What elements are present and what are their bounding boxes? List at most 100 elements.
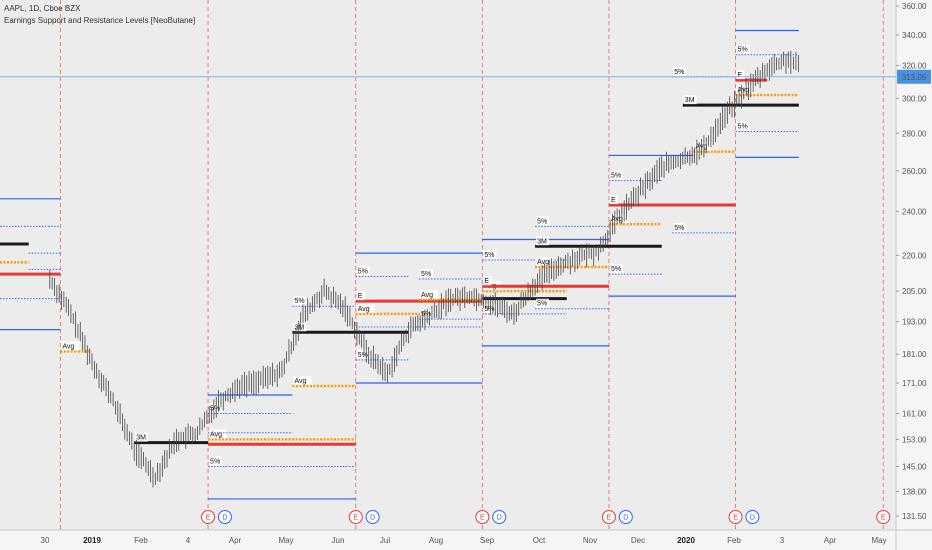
- level-label-bg: [293, 296, 307, 306]
- event-marker-label: D: [750, 515, 755, 522]
- earnings-event-marker: [876, 510, 891, 524]
- event-marker-label: D: [497, 515, 502, 522]
- event-marker-label: E: [881, 515, 886, 522]
- level-label: 5%: [421, 311, 431, 318]
- level-label-bg: [536, 298, 550, 308]
- earnings-event-marker: [601, 510, 616, 524]
- event-marker-label: E: [480, 515, 485, 522]
- level-label-bg: [609, 170, 623, 180]
- level-label-bg: [483, 303, 497, 313]
- level-label-bg: [420, 309, 434, 319]
- event-marker-label: D: [370, 515, 375, 522]
- y-tick-label: 260.00: [902, 167, 927, 176]
- level-label: Avg: [358, 306, 370, 313]
- level-label-bg: [736, 70, 745, 80]
- level-label-bg: [356, 303, 375, 313]
- dividend-event-marker: [217, 510, 232, 524]
- level-label: 3M: [136, 435, 146, 442]
- level-label: 5%: [358, 269, 368, 276]
- dividend-event-marker: [492, 510, 507, 524]
- level-label: 3M: [294, 324, 304, 331]
- earnings-event-marker: [475, 510, 490, 524]
- x-tick-label: Oct: [533, 536, 546, 545]
- x-tick-label: Sep: [480, 536, 495, 545]
- level-label: 5%: [210, 459, 220, 466]
- earnings-event-marker: [728, 510, 743, 524]
- y-tick-label: 138.00: [902, 488, 927, 497]
- level-label: 5%: [674, 69, 684, 76]
- level-label-bg: [609, 214, 628, 224]
- y-tick-label: 161.00: [902, 410, 927, 419]
- y-tick-label: 320.00: [902, 62, 927, 71]
- x-tick-label: 2020: [677, 536, 695, 545]
- x-tick-label: Aug: [429, 536, 443, 545]
- level-label: Avg: [537, 259, 549, 266]
- level-label-bg: [420, 268, 434, 278]
- level-label: Avg: [421, 292, 433, 299]
- y-tick-label: 205.00: [902, 287, 927, 296]
- x-tick-label: Dec: [631, 536, 645, 545]
- y-tick-label: 153.00: [902, 435, 927, 444]
- level-label: E: [484, 278, 489, 285]
- level-label: 5%: [738, 47, 748, 54]
- last-price-tag: [897, 69, 931, 84]
- level-label: 5%: [674, 225, 684, 232]
- level-label: 5%: [484, 306, 494, 313]
- level-label: 5%: [294, 298, 304, 305]
- level-label: E: [738, 72, 743, 79]
- level-label-bg: [135, 432, 149, 442]
- dividend-event-marker: [365, 510, 380, 524]
- level-label-bg: [209, 429, 228, 439]
- level-label: Avg: [210, 431, 222, 438]
- level-label: 5%: [611, 266, 621, 273]
- level-label-bg: [536, 236, 550, 246]
- event-marker-label: D: [222, 515, 227, 522]
- level-label-bg: [356, 266, 370, 276]
- level-label: 5%: [421, 271, 431, 278]
- y-tick-label: 300.00: [902, 94, 927, 103]
- x-tick-label: Jul: [380, 536, 390, 545]
- y-tick-label: 340.00: [902, 31, 927, 40]
- level-label-bg: [61, 341, 80, 351]
- x-tick-label: Apr: [824, 536, 837, 545]
- level-label-bg: [209, 456, 223, 466]
- earnings-event-marker: [201, 510, 216, 524]
- dividend-event-marker: [618, 510, 633, 524]
- symbol-line[interactable]: AAPL, 1D, Cboe BZX: [4, 4, 81, 13]
- y-tick-label: 145.00: [902, 463, 927, 472]
- level-label-bg: [293, 322, 307, 332]
- event-marker-label: E: [206, 515, 211, 522]
- level-label-bg: [736, 84, 755, 94]
- level-label-bg: [673, 222, 687, 232]
- level-label-bg: [736, 44, 750, 54]
- y-tick-label: 220.00: [902, 251, 927, 260]
- y-tick-label: 171.00: [902, 379, 927, 388]
- level-label-bg: [609, 264, 623, 274]
- level-label-bg: [536, 216, 550, 226]
- event-marker-label: E: [353, 515, 358, 522]
- y-tick-label: 131.50: [902, 512, 927, 521]
- x-tick-label: Feb: [134, 536, 148, 545]
- level-label-bg: [356, 349, 370, 359]
- level-label-bg: [483, 276, 492, 286]
- level-label: 5%: [738, 123, 748, 130]
- y-tick-label: 360.00: [902, 2, 927, 11]
- level-label-bg: [609, 195, 618, 205]
- y-tick-label: 181.00: [902, 350, 927, 359]
- level-label: 5%: [210, 406, 220, 413]
- level-label: 3M: [685, 97, 695, 104]
- x-tick-label: May: [278, 536, 293, 545]
- indicator-line[interactable]: Earnings Support and Resistance Levels […: [4, 16, 196, 25]
- level-label: 5%: [537, 218, 547, 225]
- level-label-bg: [483, 250, 497, 260]
- x-tick-label: 4: [186, 536, 191, 545]
- level-label-bg: [683, 95, 697, 105]
- level-label-bg: [209, 403, 223, 413]
- level-label-bg: [673, 66, 687, 76]
- level-label: 5%: [611, 173, 621, 180]
- x-tick-label: Jun: [332, 536, 345, 545]
- dividend-event-marker: [745, 510, 760, 524]
- x-axis-panel: [0, 530, 896, 550]
